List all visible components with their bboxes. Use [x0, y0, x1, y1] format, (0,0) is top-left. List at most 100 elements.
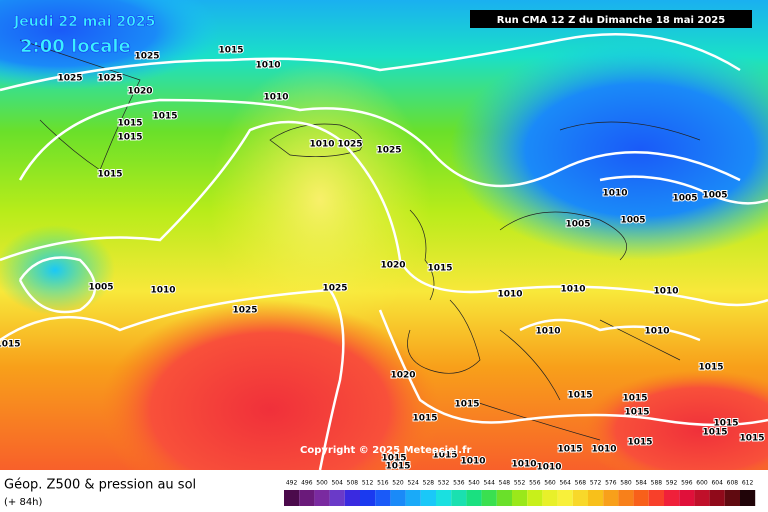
- isobar-label: 1015: [97, 170, 122, 180]
- isobar-label: 1005: [620, 216, 645, 226]
- colorbar-swatch: [648, 490, 664, 506]
- isobar-line: [18, 98, 741, 188]
- colorbar-swatch: [588, 490, 604, 506]
- colorbar-swatch: [375, 490, 391, 506]
- colorbar-swatch: [740, 490, 756, 506]
- colorbar-swatch: [724, 490, 740, 506]
- colorbar-label: 596: [681, 480, 693, 487]
- coastline: [269, 123, 363, 158]
- colorbar-label: 548: [499, 480, 511, 487]
- colorbar-label: 516: [377, 480, 389, 487]
- colorbar-label: 504: [331, 480, 343, 487]
- colorbar-swatch: [299, 490, 315, 506]
- isobar-label: 1025: [337, 140, 362, 150]
- isobar-label: 1015: [432, 451, 457, 461]
- colorbar-label: 584: [635, 480, 647, 487]
- colorbar-swatch: [314, 490, 330, 506]
- isobar-label: 1010: [255, 61, 280, 71]
- isobar-label: 1005: [565, 220, 590, 230]
- colorbar-label: 524: [407, 480, 419, 487]
- colorbar-swatch: [284, 490, 300, 506]
- colorbar-swatch: [420, 490, 436, 506]
- isobar-label: 1015: [567, 391, 592, 401]
- isobar-label: 1020: [390, 371, 415, 381]
- isobar-label: 1025: [322, 284, 347, 294]
- isobar-label: 1015: [385, 462, 410, 472]
- colorbar-swatch: [405, 490, 421, 506]
- isobar-label: 1015: [702, 428, 727, 438]
- colorbar-swatch: [512, 490, 528, 506]
- colorbar-label: 544: [483, 480, 495, 487]
- isobar-label: 1015: [218, 46, 243, 56]
- colorbar-label: 528: [423, 480, 435, 487]
- colorbar-swatch: [527, 490, 543, 506]
- isobar-label: 1010: [602, 189, 627, 199]
- isobar-label: 1015: [454, 400, 479, 410]
- colorbar-swatch: [603, 490, 619, 506]
- isobar-label: 1005: [88, 283, 113, 293]
- isobar-label: 1010: [309, 140, 334, 150]
- isobar-label: 1015: [627, 438, 652, 448]
- colorbar-label: 512: [362, 480, 374, 487]
- colorbar-label: 568: [575, 480, 587, 487]
- isobar-line: [599, 175, 768, 205]
- isobar-label: 1015: [557, 445, 582, 455]
- isobar-line: [0, 288, 345, 471]
- forecast-date: Jeudi 22 mai 2025: [13, 14, 155, 30]
- isobar-label: 1015: [713, 419, 738, 429]
- colorbar-label: 560: [544, 480, 556, 487]
- isobar-label: 1015: [117, 133, 142, 143]
- colorbar-swatch: [481, 490, 497, 506]
- copyright: Copyright © 2025 Meteociel.fr: [300, 445, 471, 456]
- isobar-line: [0, 120, 768, 307]
- isobar-label: 1010: [460, 457, 485, 467]
- isobar-label: 1010: [535, 327, 560, 337]
- footer-title: Géop. Z500 & pression au sol: [4, 478, 196, 493]
- isobar-line: [18, 256, 97, 314]
- colorbar-label: 508: [347, 480, 359, 487]
- coastline: [407, 121, 701, 441]
- colorbar-label: 520: [392, 480, 404, 487]
- colorbar-swatch: [360, 490, 376, 506]
- isobar-label: 1010: [497, 290, 522, 300]
- colorbar-swatch: [344, 490, 360, 506]
- isobar-label: 1010: [644, 327, 669, 337]
- isobar-label: 1025: [97, 74, 122, 84]
- isobar-label: 1010: [263, 93, 288, 103]
- high-heat-area: [580, 370, 768, 490]
- isobar-label: 1020: [127, 87, 152, 97]
- high-heat-area: [100, 300, 440, 512]
- isobar-label: 1015: [624, 408, 649, 418]
- colorbar-label: 492: [286, 480, 298, 487]
- colorbar-label: 496: [301, 480, 313, 487]
- colorbar-swatch: [542, 490, 558, 506]
- colorbar-label: 500: [316, 480, 328, 487]
- colorbar-label: 572: [590, 480, 602, 487]
- isobar-label: 1015: [427, 264, 452, 274]
- isobar-label: 1015: [0, 340, 21, 350]
- isobar-line: [519, 318, 701, 342]
- isobar-label: 1015: [739, 434, 764, 444]
- run-info: Run CMA 12 Z du Dimanche 18 mai 2025: [497, 15, 725, 26]
- colorbar-label: 600: [696, 480, 708, 487]
- colorbar-swatch: [329, 490, 345, 506]
- isobar-line: [0, 33, 741, 92]
- colorbar-label: 564: [559, 480, 571, 487]
- isobar-line: [378, 309, 768, 427]
- low-pressure-area: [0, 0, 220, 90]
- isobar-label: 1015: [622, 394, 647, 404]
- isobar-label: 1015: [152, 112, 177, 122]
- colorbar-label: 576: [605, 480, 617, 487]
- isobar-label: 1005: [672, 194, 697, 204]
- colorbar-swatch: [466, 490, 482, 506]
- isobar-label: 1010: [150, 286, 175, 296]
- colorbar-swatch: [633, 490, 649, 506]
- isobar-label: 1015: [381, 454, 406, 464]
- colorbar-swatch: [557, 490, 573, 506]
- colorbar-swatch: [572, 490, 588, 506]
- forecast-time: 2:00 locale: [20, 36, 131, 57]
- colorbar-label: 556: [529, 480, 541, 487]
- colorbar-swatch: [451, 490, 467, 506]
